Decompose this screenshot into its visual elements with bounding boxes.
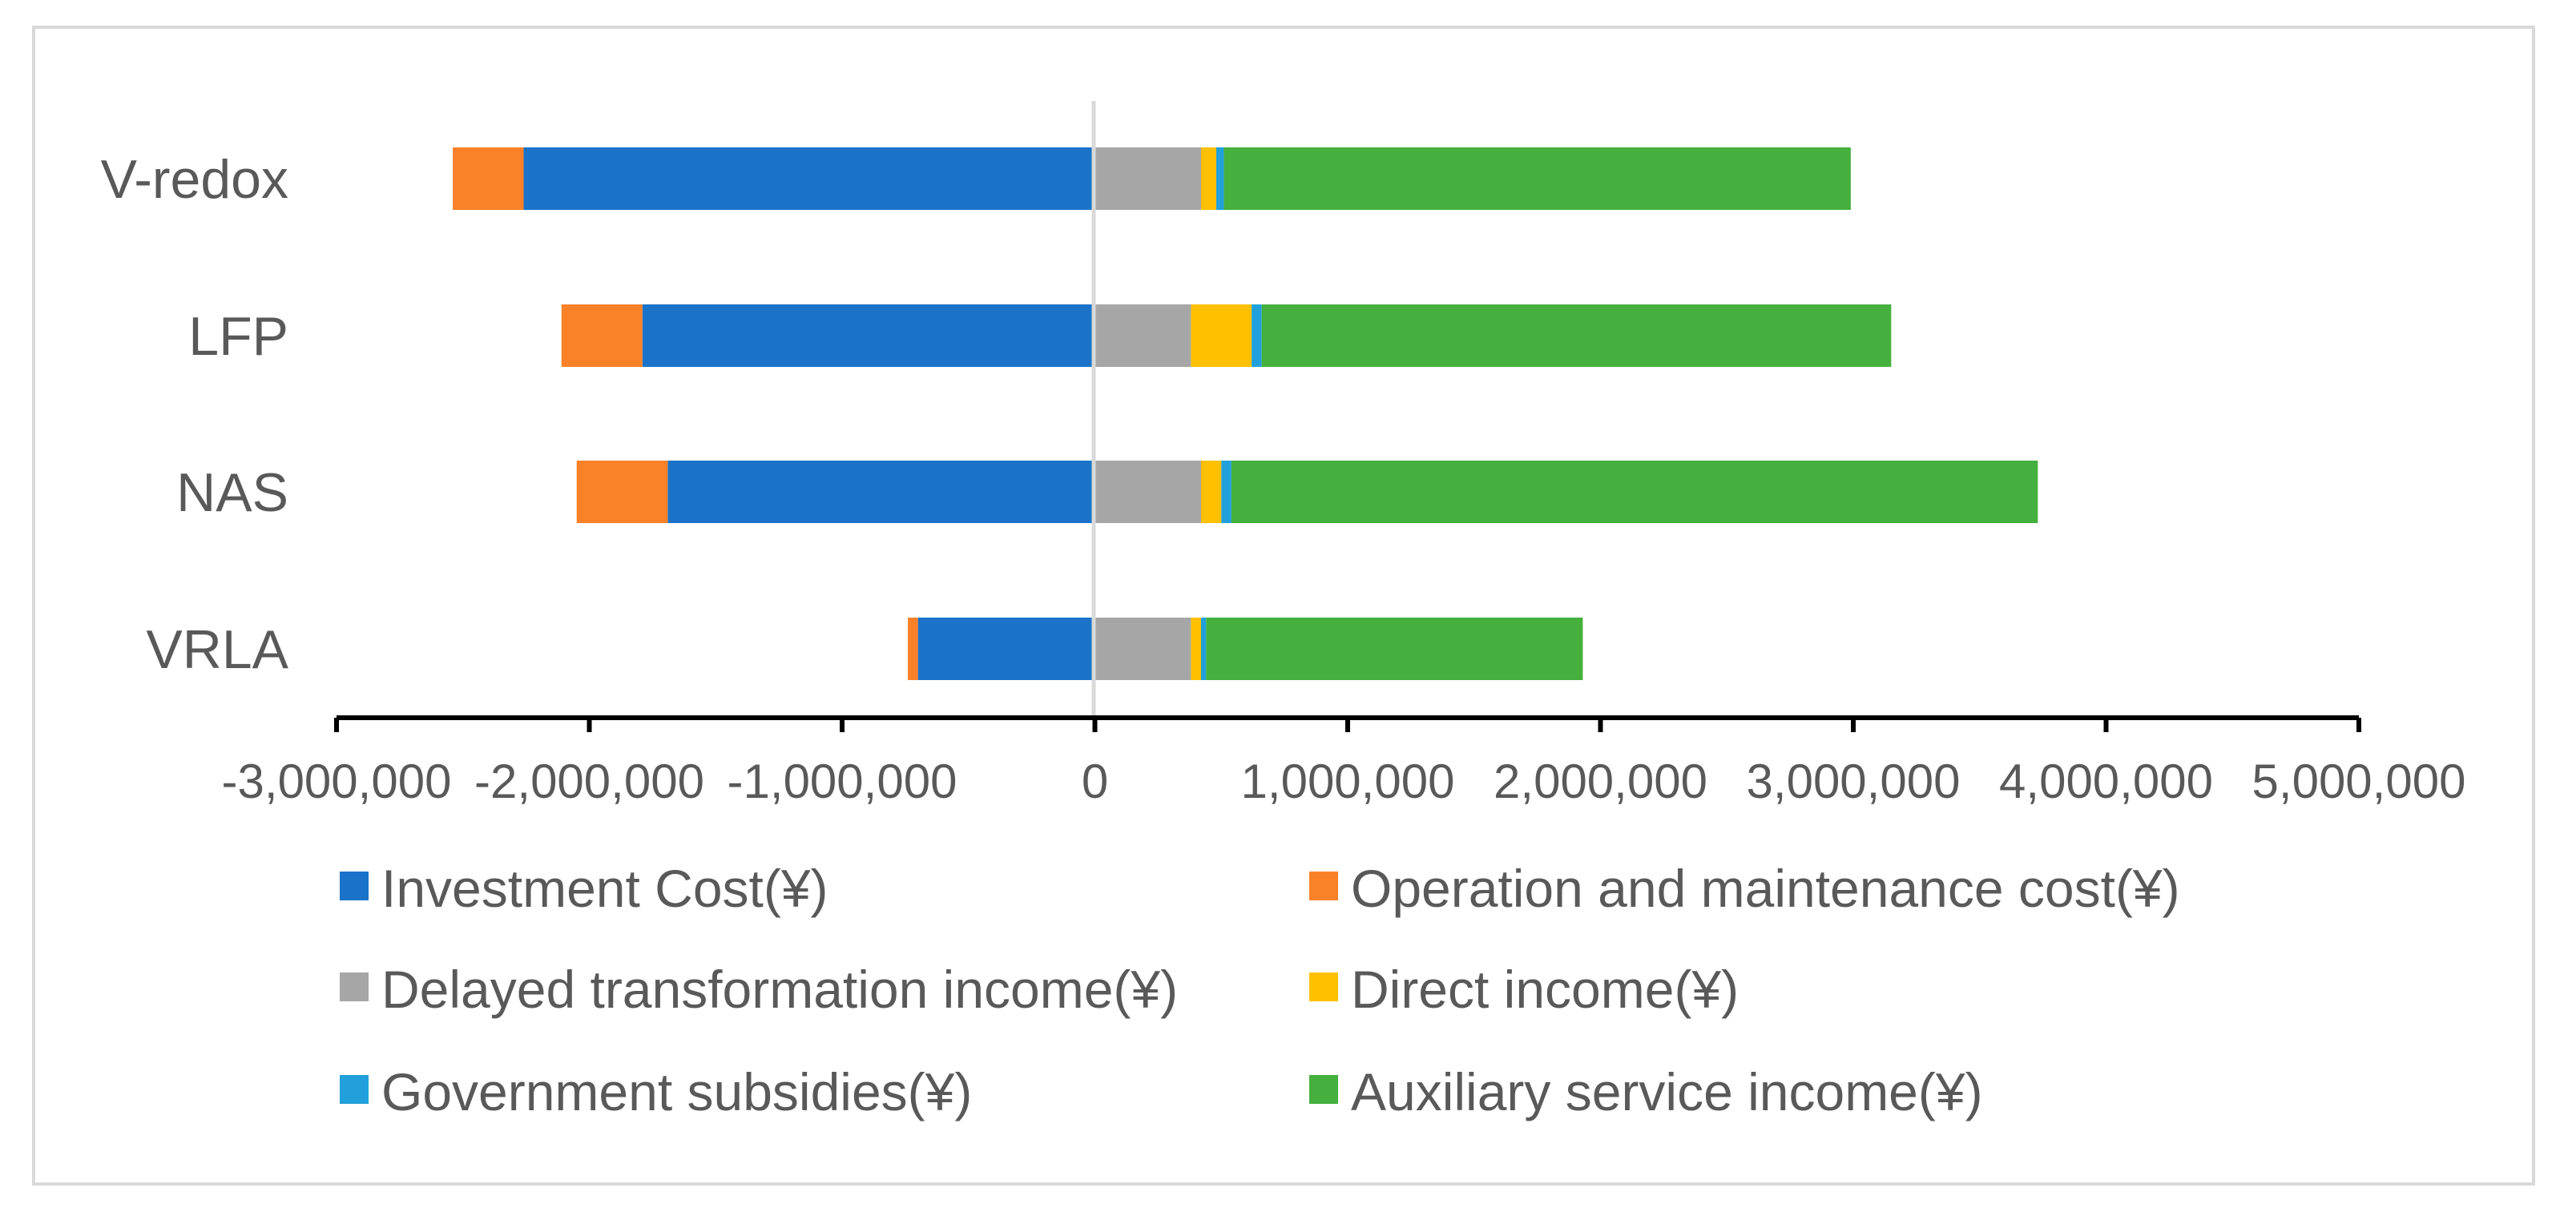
x-tick-label: -2,000,000 (474, 755, 704, 808)
category-label: LFP (188, 306, 288, 367)
legend-swatch (1309, 872, 1338, 900)
category-label: V-redox (101, 149, 288, 210)
bar-nas-series-4 (1221, 461, 1232, 523)
bar-nas-series-5 (1231, 461, 2038, 523)
axis-layer (334, 101, 2361, 732)
legend-label: Investment Cost(¥) (381, 859, 828, 918)
x-tick-label: -1,000,000 (728, 755, 957, 808)
x-tick-label: 5,000,000 (2252, 755, 2466, 808)
bar-v-redox-series-1 (453, 147, 524, 210)
bars-layer (453, 147, 2038, 680)
bar-v-redox-series-2 (1094, 147, 1202, 210)
legend-swatch (1309, 1075, 1338, 1104)
bar-nas-series-1 (576, 461, 668, 523)
labels-layer: VRLA NAS LFP V-redox -3,000,000 -2,000,000 -1,… (101, 149, 2466, 808)
bar-lfp-series-2 (1094, 304, 1191, 367)
legend-swatch (340, 1075, 369, 1104)
x-tick-label: 3,000,000 (1747, 755, 1961, 808)
category-label: VRLA (146, 619, 288, 680)
bar-vrla-series-0 (917, 618, 1095, 680)
category-label: NAS (176, 462, 288, 523)
bar-v-redox-series-0 (523, 147, 1095, 210)
legend-swatch (340, 972, 369, 1001)
legend-label: Auxiliary service income(¥) (1351, 1062, 1983, 1121)
bar-v-redox-series-5 (1223, 147, 1851, 210)
bar-vrla-series-5 (1206, 618, 1583, 680)
bar-nas-series-3 (1201, 461, 1222, 523)
bar-nas-series-0 (667, 461, 1095, 523)
bar-lfp-series-4 (1252, 304, 1262, 367)
chart-frame (32, 26, 2535, 1186)
bar-lfp-series-5 (1261, 304, 1892, 367)
bar-v-redox-series-4 (1215, 147, 1224, 210)
bar-lfp-series-0 (642, 304, 1095, 367)
bar-lfp-series-1 (561, 304, 643, 367)
legend-layer: Investment Cost(¥) Operation and maintena… (340, 859, 2180, 1121)
bar-vrla-series-2 (1094, 618, 1191, 680)
legend-label: Delayed transformation income(¥) (381, 960, 1178, 1019)
legend-swatch (1309, 972, 1338, 1001)
legend-swatch (340, 872, 369, 900)
bar-vrla-series-1 (908, 618, 918, 680)
bar-vrla-series-3 (1191, 618, 1202, 680)
x-tick-label: 0 (1082, 755, 1108, 808)
x-tick-label: 1,000,000 (1241, 755, 1455, 808)
legend-label: Government subsidies(¥) (381, 1062, 972, 1121)
bar-v-redox-series-3 (1201, 147, 1216, 210)
x-tick-label: 4,000,000 (1999, 755, 2213, 808)
bar-vrla-series-4 (1201, 618, 1207, 680)
legend-label: Direct income(¥) (1351, 960, 1739, 1019)
bar-lfp-series-3 (1191, 304, 1252, 367)
x-tick-label: -3,000,000 (222, 755, 452, 808)
legend-label: Operation and maintenance cost(¥) (1351, 859, 2180, 918)
bar-nas-series-2 (1094, 461, 1202, 523)
x-tick-label: 2,000,000 (1494, 755, 1707, 808)
